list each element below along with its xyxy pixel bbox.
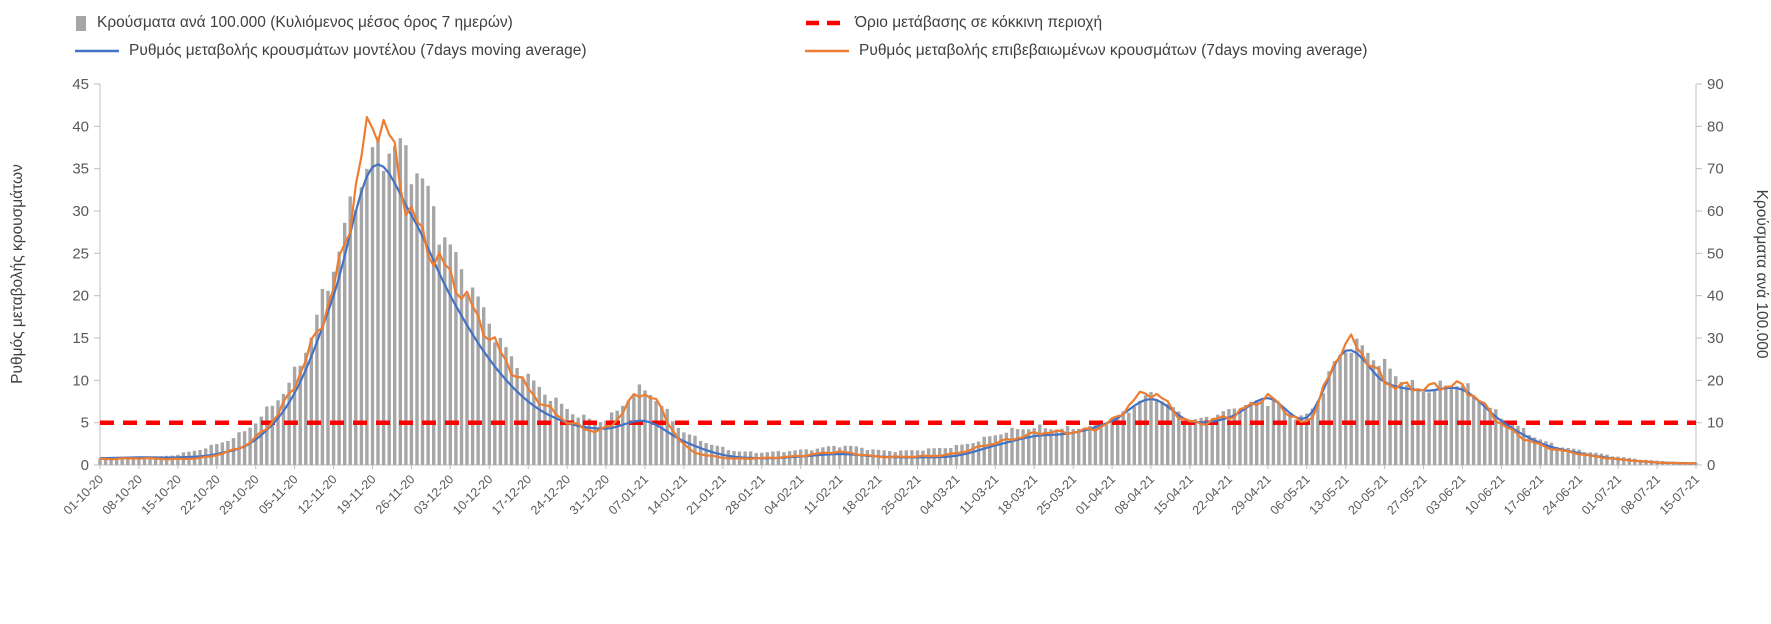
svg-text:40: 40 [72, 118, 89, 135]
svg-text:27-05-21: 27-05-21 [1384, 472, 1429, 517]
svg-text:01-07-21: 01-07-21 [1579, 472, 1624, 517]
svg-text:10: 10 [1707, 415, 1724, 432]
svg-text:35: 35 [72, 161, 89, 178]
confirmed-line-swatch-icon [805, 49, 849, 53]
svg-text:06-05-21: 06-05-21 [1268, 472, 1313, 517]
svg-text:50: 50 [1707, 245, 1724, 262]
right-axis-title: Κρούσματα ανά 100.000 [1753, 190, 1770, 359]
legend-item-model: Ρυθμός μεταβολής κρουσμάτων μοντέλου (7d… [75, 40, 805, 62]
svg-text:08-07-21: 08-07-21 [1618, 472, 1663, 517]
svg-text:03-12-20: 03-12-20 [411, 472, 456, 517]
svg-text:08-04-21: 08-04-21 [1112, 472, 1157, 517]
svg-text:04-03-21: 04-03-21 [917, 472, 962, 517]
svg-text:22-10-20: 22-10-20 [178, 472, 223, 517]
svg-text:70: 70 [1707, 161, 1724, 178]
model-line-swatch-icon [75, 49, 119, 53]
svg-text:19-11-20: 19-11-20 [334, 472, 379, 517]
confirmed-line-series [100, 116, 1697, 465]
svg-text:25-03-21: 25-03-21 [1034, 472, 1079, 517]
chart-canvas: 0 5 10 15 20 25 30 35 40 45 0 10 20 30 40 50 60 70 80 90 01-… [9, 76, 1770, 518]
left-axis-ticks: 0 5 10 15 20 25 30 35 40 45 [72, 76, 100, 474]
svg-text:21-01-21: 21-01-21 [684, 472, 729, 517]
svg-text:0: 0 [81, 457, 89, 474]
svg-text:03-06-21: 03-06-21 [1423, 472, 1468, 517]
svg-text:08-10-20: 08-10-20 [100, 472, 145, 517]
svg-text:13-05-21: 13-05-21 [1307, 472, 1352, 517]
svg-text:15-04-21: 15-04-21 [1151, 472, 1196, 517]
svg-text:01-04-21: 01-04-21 [1073, 472, 1118, 517]
bar-series-swatch-icon [76, 15, 86, 31]
svg-text:20: 20 [1707, 372, 1724, 389]
svg-text:15: 15 [72, 330, 89, 347]
svg-text:31-12-20: 31-12-20 [567, 472, 612, 517]
svg-text:26-11-20: 26-11-20 [373, 472, 418, 517]
svg-text:14-01-21: 14-01-21 [645, 472, 690, 517]
left-axis-title: Ρυθμός μεταβολής κρουσμάτων [9, 164, 26, 384]
svg-text:24-06-21: 24-06-21 [1540, 472, 1585, 517]
svg-text:25-02-21: 25-02-21 [878, 472, 923, 517]
legend-item-bars: Κρούσματα ανά 100.000 (Κυλιόμενος μέσος … [75, 12, 805, 34]
svg-text:0: 0 [1707, 457, 1715, 474]
svg-text:17-06-21: 17-06-21 [1501, 472, 1546, 517]
legend-label-model: Ρυθμός μεταβολής κρουσμάτων μοντέλου (7d… [129, 42, 587, 59]
svg-text:10: 10 [72, 372, 89, 389]
legend-item-confirmed: Ρυθμός μεταβολής επιβεβαιωμένων κρουσμάτ… [805, 40, 1771, 62]
svg-text:20: 20 [72, 288, 89, 305]
svg-text:24-12-20: 24-12-20 [528, 472, 573, 517]
svg-text:22-04-21: 22-04-21 [1190, 472, 1235, 517]
bar-series [98, 137, 1698, 466]
svg-text:15-10-20: 15-10-20 [139, 472, 184, 517]
svg-text:18-02-21: 18-02-21 [839, 472, 884, 517]
svg-text:04-02-21: 04-02-21 [762, 472, 807, 517]
svg-text:30: 30 [1707, 330, 1724, 347]
svg-text:29-10-20: 29-10-20 [217, 472, 262, 517]
chart-plot: 0 5 10 15 20 25 30 35 40 45 0 10 20 30 40 50 60 70 80 90 01-… [61, 76, 1724, 518]
svg-text:29-04-21: 29-04-21 [1229, 472, 1274, 517]
svg-text:10-06-21: 10-06-21 [1462, 472, 1507, 517]
x-axis-labels: 01-10-2008-10-2015-10-2022-10-2029-10-20… [61, 465, 1702, 518]
svg-text:17-12-20: 17-12-20 [489, 472, 534, 517]
legend-label-threshold: Όριο μετάβασης σε κόκκινη περιοχή [855, 14, 1103, 31]
svg-text:5: 5 [81, 415, 89, 432]
svg-text:60: 60 [1707, 203, 1724, 220]
svg-text:01-10-20: 01-10-20 [61, 472, 106, 517]
svg-text:90: 90 [1707, 76, 1724, 93]
svg-text:20-05-21: 20-05-21 [1345, 472, 1390, 517]
svg-text:45: 45 [72, 76, 89, 93]
svg-text:18-03-21: 18-03-21 [995, 472, 1040, 517]
bar-swatch-rect [76, 15, 86, 31]
svg-text:11-03-21: 11-03-21 [957, 472, 1002, 517]
svg-text:11-02-21: 11-02-21 [801, 472, 846, 517]
svg-text:30: 30 [72, 203, 89, 220]
svg-text:07-01-21: 07-01-21 [606, 472, 651, 517]
legend-item-threshold: Όριο μετάβασης σε κόκκινη περιοχή [805, 12, 1771, 34]
legend-label-bars: Κρούσματα ανά 100.000 (Κυλιόμενος μέσος … [97, 14, 513, 31]
svg-text:12-11-20: 12-11-20 [295, 472, 340, 517]
chart-legend: Κρούσματα ανά 100.000 (Κυλιόμενος μέσος … [0, 0, 1771, 64]
svg-text:25: 25 [72, 245, 89, 262]
svg-text:80: 80 [1707, 118, 1724, 135]
svg-text:40: 40 [1707, 288, 1724, 305]
svg-text:05-11-20: 05-11-20 [256, 472, 301, 517]
svg-text:28-01-21: 28-01-21 [723, 472, 768, 517]
svg-text:15-07-21: 15-07-21 [1657, 472, 1702, 517]
threshold-swatch-icon [806, 20, 844, 26]
right-axis-ticks: 0 10 20 30 40 50 60 70 80 90 [1696, 76, 1724, 474]
legend-label-confirmed: Ρυθμός μεταβολής επιβεβαιωμένων κρουσμάτ… [859, 42, 1368, 59]
svg-text:10-12-20: 10-12-20 [450, 472, 495, 517]
